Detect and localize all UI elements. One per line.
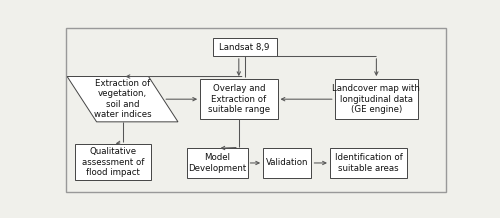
FancyBboxPatch shape	[212, 38, 276, 56]
FancyBboxPatch shape	[330, 148, 407, 178]
FancyBboxPatch shape	[200, 79, 278, 119]
Text: Identification of
suitable areas: Identification of suitable areas	[335, 153, 402, 173]
Text: Landcover map with
longitudinal data
(GE engine): Landcover map with longitudinal data (GE…	[332, 84, 420, 114]
Text: Extraction of
vegetation,
soil and
water indices: Extraction of vegetation, soil and water…	[94, 79, 152, 119]
FancyBboxPatch shape	[263, 148, 312, 178]
Text: Qualitative
assessment of
flood impact: Qualitative assessment of flood impact	[82, 147, 144, 177]
FancyBboxPatch shape	[188, 148, 248, 178]
Text: Landsat 8,9: Landsat 8,9	[220, 43, 270, 52]
Text: Model
Development: Model Development	[188, 153, 246, 173]
FancyBboxPatch shape	[66, 28, 446, 192]
Text: Overlay and
Extraction of
suitable range: Overlay and Extraction of suitable range	[208, 84, 270, 114]
Polygon shape	[67, 77, 178, 122]
FancyBboxPatch shape	[334, 79, 418, 119]
FancyBboxPatch shape	[75, 144, 150, 180]
Text: Validation: Validation	[266, 158, 308, 167]
